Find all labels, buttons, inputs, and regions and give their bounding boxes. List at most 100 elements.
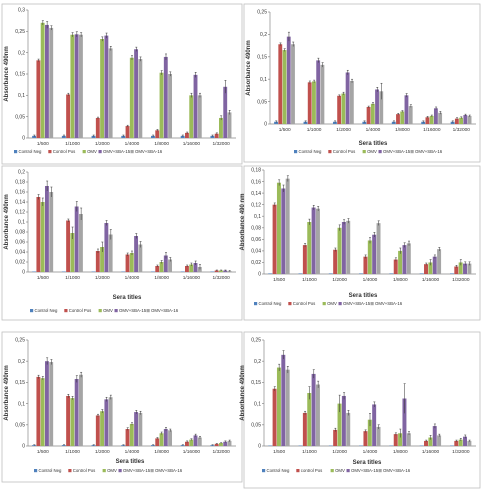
- bar-omv-sba-16: [285, 178, 290, 274]
- x-tick-label: 1/500: [37, 141, 49, 147]
- bar-omv-sba-15: [193, 74, 198, 138]
- bar-omv-sba-15: [311, 207, 316, 274]
- bar-omv: [398, 250, 403, 274]
- y-axis-label: Absorbance 490 nm: [240, 193, 246, 250]
- legend-label: OMV: [367, 149, 377, 154]
- x-tick-label: 1/1000: [302, 449, 317, 455]
- y-tick-label: 0: [22, 444, 25, 450]
- y-axis-label: Absorbance 490nm: [4, 46, 10, 101]
- y-tick-label: 0: [22, 270, 25, 276]
- legend-swatch: [98, 309, 102, 313]
- bar-omv-sba-15: [163, 56, 168, 138]
- bar-omv-sba-15: [193, 263, 198, 272]
- bar-omv-sba-16: [108, 48, 113, 138]
- y-tick-label: 0: [258, 272, 261, 278]
- bar-omv: [370, 103, 375, 124]
- bar-omv: [458, 262, 463, 274]
- bar-control-pos: [66, 94, 71, 138]
- legend-swatch: [102, 469, 106, 473]
- y-tick-label: 0,3: [18, 8, 25, 14]
- legend-swatch: [288, 302, 292, 306]
- y-tick-label: 0,25: [257, 10, 267, 16]
- bar-omv-sba-15: [104, 223, 109, 272]
- y-tick-label: 0,25: [15, 338, 25, 344]
- bar-omv-sba-15: [223, 86, 228, 138]
- bar-control-neg: [303, 121, 308, 124]
- bar-control-pos: [95, 415, 100, 446]
- legend-swatch: [34, 469, 38, 473]
- x-tick-label: 1/16000: [183, 275, 201, 281]
- bar-control-neg: [32, 271, 37, 272]
- bar-control-pos: [425, 117, 430, 124]
- bar-omv-sba-15: [44, 186, 49, 272]
- legend-swatch: [48, 150, 52, 154]
- legend-label: OMV+SBA-15: [103, 149, 131, 154]
- legend-label: OMV+SBA-16: [135, 149, 163, 154]
- y-tick-label: 0,15: [15, 380, 25, 386]
- x-tick-label: 1/32000: [212, 449, 230, 455]
- bar-omv-sba-15: [402, 245, 407, 274]
- y-tick-label: 0,12: [15, 210, 25, 216]
- y-tick-label: 0,25: [15, 29, 25, 35]
- bar-control-pos: [454, 118, 459, 124]
- y-tick-label: 0,04: [251, 249, 261, 255]
- y-tick-label: 0,2: [18, 170, 25, 176]
- legend-swatch: [328, 150, 332, 154]
- bar-omv: [219, 270, 223, 272]
- bar-omv-sba-15: [463, 115, 468, 124]
- bar-control-pos: [155, 438, 160, 446]
- bar-omv: [307, 222, 312, 274]
- bar-omv: [398, 433, 403, 446]
- bar-control-neg: [32, 135, 37, 138]
- bar-control-pos: [272, 204, 277, 274]
- bar-control-pos: [302, 245, 307, 274]
- bar-omv-sba-15: [341, 222, 346, 274]
- bar-control-neg: [91, 271, 96, 272]
- bar-control-neg: [121, 271, 126, 272]
- bar-omv-sba-15: [223, 441, 228, 446]
- bar-omv-sba-16: [467, 263, 472, 274]
- x-tick-label: 1/4000: [363, 277, 378, 283]
- bar-omv-sba-16: [138, 244, 143, 272]
- legend-swatch: [146, 309, 150, 313]
- bar-control-pos: [155, 266, 160, 272]
- bar-omv-sba-15: [104, 35, 109, 138]
- bar-omv-sba-16: [138, 59, 143, 138]
- legend-label: Control Neg: [35, 308, 59, 313]
- legend-swatch: [82, 150, 86, 154]
- bar-omv-sba-15: [433, 108, 438, 124]
- bar-omv-sba-16: [315, 208, 320, 274]
- bar-omv: [282, 50, 287, 124]
- bar-control-pos: [302, 412, 307, 446]
- bar-control-neg: [391, 121, 396, 124]
- bar-omv: [428, 262, 433, 274]
- bar-omv-sba-15: [281, 188, 286, 274]
- bar-omv-sba-16: [108, 397, 113, 446]
- y-tick-label: 0,05: [251, 423, 261, 429]
- legend-label: OMV+SBA-15: [351, 468, 379, 473]
- y-tick-label: 0,06: [251, 237, 261, 243]
- bar-omv-sba-16: [197, 437, 202, 446]
- bar-control-neg: [449, 273, 454, 274]
- bar-omv-sba-16: [168, 430, 173, 446]
- bar-omv-sba-15: [463, 263, 467, 274]
- x-tick-label: 1/2000: [95, 449, 110, 455]
- bar-omv-sba-15: [316, 60, 321, 124]
- bar-control-neg: [268, 273, 273, 274]
- x-tick-label: 1/2000: [332, 449, 347, 455]
- y-tick-label: 0,1: [260, 77, 267, 83]
- bar-omv: [367, 240, 372, 274]
- bar-control-pos: [278, 44, 283, 125]
- bar-omv-sba-16: [376, 223, 381, 274]
- bar-omv: [312, 81, 316, 124]
- bar-omv-sba-15: [44, 361, 49, 446]
- legend-label: OMV: [327, 301, 337, 306]
- bar-omv: [429, 115, 434, 124]
- bar-omv: [129, 253, 134, 272]
- x-tick-label: 1/1000: [65, 275, 80, 281]
- legend-swatch: [68, 469, 72, 473]
- legend-label: Control Pos: [333, 149, 355, 154]
- bar-control-pos: [125, 254, 130, 272]
- bar-omv: [100, 39, 105, 138]
